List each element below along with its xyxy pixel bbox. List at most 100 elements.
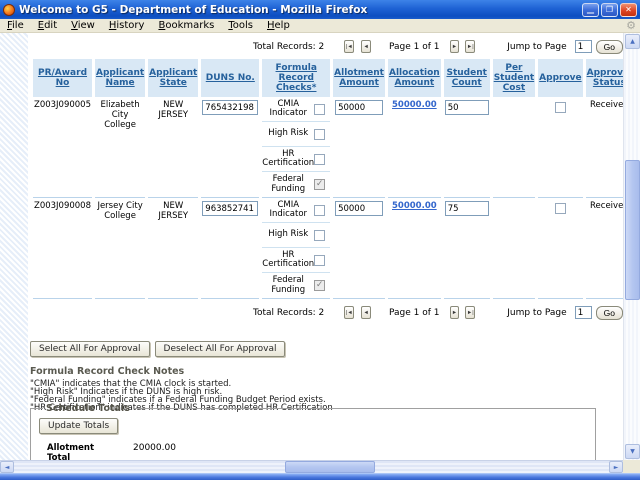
note-line: "HR Certification" indicates if the DUNS… [30, 403, 333, 413]
last-page-button[interactable]: ►| [465, 40, 476, 53]
col-header-student-count[interactable]: Student Count [443, 59, 490, 97]
federal-funding-checkbox[interactable] [314, 280, 326, 291]
high-risk-label: High Risk [268, 229, 309, 240]
applicant-state-cell: NEW JERSEY [148, 97, 199, 198]
high-risk-checkbox[interactable] [314, 229, 326, 241]
menu-tools[interactable]: Tools [228, 20, 253, 31]
col-header-applicant-name[interactable]: Applicant Name [95, 59, 146, 97]
col-header-per-student-cost[interactable]: Per Student Cost [492, 59, 536, 97]
col-header-duns-no[interactable]: DUNS No. [201, 59, 260, 97]
table-row: Z003J090008 Jersey City College NEW JERS… [33, 198, 634, 299]
col-header-pr-award-no[interactable]: PR/Award No [33, 59, 93, 97]
col-header-formula-record-checks[interactable]: Formula Record Checks* [262, 59, 331, 97]
hr-certification-label: HR Certification [262, 148, 315, 168]
allocation-amount-link[interactable]: 50000.00 [392, 100, 437, 110]
allocation-amount-link[interactable]: 50000.00 [392, 201, 437, 211]
scroll-down-icon[interactable]: ▼ [625, 444, 640, 459]
per-student-cost-cell [492, 198, 536, 299]
update-totals-button[interactable]: Update Totals [39, 418, 119, 434]
prev-page-button[interactable]: ◄ [361, 40, 372, 53]
select-all-for-approval-button[interactable]: Select All For Approval [30, 341, 150, 357]
applicant-name-cell: Jersey City College [95, 198, 146, 299]
note-line: "Federal Funding" indicates if a Federal… [30, 395, 326, 405]
hr-certification-label: HR Certification [262, 249, 315, 269]
menu-bookmarks[interactable]: Bookmarks [158, 20, 215, 31]
go-button[interactable]: Go [595, 39, 623, 54]
horizontal-scrollbar-thumb[interactable] [285, 461, 375, 473]
hr-certification-checkbox[interactable] [314, 254, 326, 266]
high-risk-checkbox[interactable] [314, 128, 326, 140]
scroll-left-icon[interactable]: ◄ [0, 461, 14, 473]
federal-funding-row: Federal Funding [262, 172, 330, 197]
cmia-indicator-row: CMIA Indicator [262, 198, 331, 223]
menu-history[interactable]: History [108, 20, 145, 31]
jump-to-page-input[interactable] [574, 306, 592, 319]
col-header-allocation-amount[interactable]: Allocation Amount [387, 59, 441, 97]
col-header-allotment-amount[interactable]: Allotment Amount [333, 59, 385, 97]
scrollbar-corner [623, 460, 640, 473]
allotment-total-value: 20000.00 [133, 443, 176, 453]
student-count-input[interactable] [444, 201, 489, 216]
hr-certification-checkbox[interactable] [314, 153, 326, 165]
pr-award-no-cell: Z003J090008 [33, 198, 93, 299]
student-count-input[interactable] [444, 100, 489, 115]
col-header-approve[interactable]: Approve [538, 59, 583, 97]
page-indicator: Page 1 of 1 [389, 307, 440, 318]
applicant-state-cell: NEW JERSEY [148, 198, 199, 299]
jump-to-page-label: Jump to Page [507, 41, 567, 52]
pr-award-no-cell: Z003J090005 [33, 97, 93, 198]
scroll-up-icon[interactable]: ▲ [625, 34, 640, 49]
horizontal-scrollbar[interactable]: ◄ ► [0, 460, 623, 473]
approve-checkbox[interactable] [554, 203, 566, 214]
first-page-button[interactable]: |◄ [344, 306, 355, 319]
approval-status-cell: Received [585, 198, 634, 299]
go-button[interactable]: Go [595, 305, 623, 320]
status-bar [0, 473, 640, 480]
menu-file[interactable]: File [7, 20, 24, 31]
hr-certification-row: HR Certification [262, 147, 331, 172]
restore-button[interactable]: ❐ [601, 2, 618, 17]
formula-record-check-notes: "CMIA" indicates that the CMIA clock is … [30, 380, 333, 413]
first-page-button[interactable]: |◄ [344, 40, 355, 53]
scroll-right-icon[interactable]: ► [609, 461, 623, 473]
records-table: PR/Award No Applicant Name Applicant Sta… [30, 59, 636, 299]
page-indicator: Page 1 of 1 [389, 41, 440, 52]
vertical-scrollbar-thumb[interactable] [625, 160, 640, 300]
page-viewport: Total Records: 2 |◄ ◄ Page 1 of 1 ► ►| J… [0, 33, 640, 460]
cmia-indicator-checkbox[interactable] [314, 204, 326, 216]
applicant-name-cell: Elizabeth City College [95, 97, 146, 198]
deselect-all-for-approval-button[interactable]: Deselect All For Approval [154, 341, 286, 357]
formula-record-check-notes-heading: Formula Record Check Notes [30, 366, 185, 377]
allotment-amount-input[interactable] [335, 100, 384, 115]
duns-no-input[interactable] [202, 100, 259, 115]
minimize-button[interactable]: — [582, 2, 599, 17]
title-bar: Welcome to G5 - Department of Education … [0, 0, 640, 19]
duns-no-input[interactable] [202, 201, 259, 216]
menu-view[interactable]: View [71, 20, 95, 31]
allotment-amount-input[interactable] [335, 201, 384, 216]
high-risk-row: High Risk [262, 223, 331, 248]
cmia-indicator-checkbox[interactable] [314, 103, 326, 115]
col-header-applicant-state[interactable]: Applicant State [148, 59, 199, 97]
vertical-scrollbar[interactable]: ▲ ▼ [623, 33, 640, 460]
menu-edit[interactable]: Edit [37, 20, 58, 31]
next-page-button[interactable]: ► [449, 306, 460, 319]
cmia-indicator-row: CMIA Indicator [262, 97, 331, 122]
last-page-button[interactable]: ►| [465, 306, 476, 319]
left-margin-pattern [0, 33, 28, 460]
approve-checkbox[interactable] [554, 102, 566, 113]
prev-page-button[interactable]: ◄ [361, 306, 372, 319]
schedule-totals-legend: Schedule Totals [46, 403, 130, 414]
federal-funding-checkbox[interactable] [314, 179, 326, 190]
total-records-label: Total Records: 2 [253, 41, 325, 52]
window-title: Welcome to G5 - Department of Education … [19, 3, 368, 16]
jump-to-page-input[interactable] [574, 40, 592, 53]
high-risk-row: High Risk [262, 122, 331, 147]
close-button[interactable]: ✕ [620, 2, 637, 17]
menu-help[interactable]: Help [267, 20, 290, 31]
pagination-bottom: Total Records: 2 |◄ ◄ Page 1 of 1 ► ►| J… [28, 305, 623, 320]
menu-bar: File Edit View History Bookmarks Tools H… [0, 19, 640, 33]
hr-certification-row: HR Certification [262, 248, 331, 273]
next-page-button[interactable]: ► [449, 40, 460, 53]
